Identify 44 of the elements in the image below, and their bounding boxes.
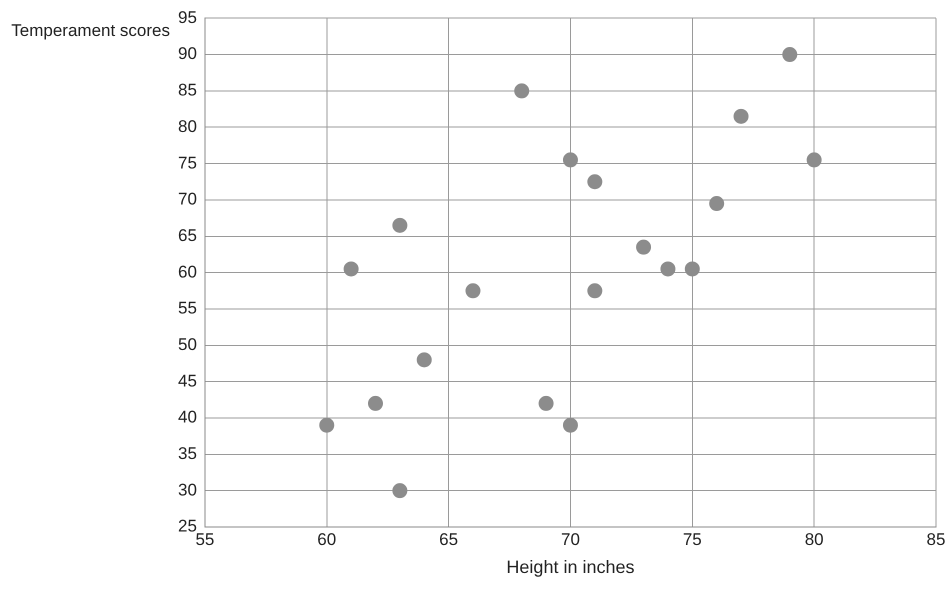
point (562, 418, 578, 433)
x-tick-label: 80 (804, 530, 824, 549)
point (806, 152, 822, 168)
y-tick-label: 55 (178, 298, 197, 318)
x-tick-label: 70 (560, 530, 580, 549)
y-tick-label: 30 (178, 480, 197, 500)
y-axis-title: Temperament scores (10, 20, 170, 42)
point (416, 352, 432, 368)
y-tick-label: 25 (178, 516, 197, 536)
y-tick-label: 85 (178, 80, 197, 100)
point (368, 396, 383, 411)
point (734, 108, 749, 124)
point (465, 283, 480, 298)
x-tick-label: 60 (317, 530, 336, 549)
x-axis-title: Height in inches (506, 557, 634, 578)
y-tick-label: 50 (178, 334, 197, 354)
point (392, 218, 408, 233)
y-tick-label: 40 (178, 408, 197, 427)
point (562, 152, 578, 168)
y-tick-label: 90 (178, 44, 197, 64)
y-tick-label: 60 (178, 262, 197, 282)
point (587, 283, 602, 298)
point (660, 261, 676, 276)
point (319, 418, 334, 433)
point (514, 83, 530, 98)
point (344, 261, 359, 276)
y-tick-label: 95 (178, 8, 197, 27)
point (684, 261, 700, 276)
y-tick-label: 75 (178, 153, 197, 172)
x-tick-label: 75 (682, 530, 702, 549)
point (587, 174, 602, 190)
y-tick-label: 70 (178, 190, 197, 209)
x-tick-label: 55 (195, 530, 214, 549)
point (782, 47, 798, 62)
y-tick-label: 80 (178, 116, 197, 136)
y-tick-label: 35 (178, 444, 197, 463)
point (709, 196, 724, 212)
point (636, 240, 652, 255)
y-tick-label: 65 (178, 226, 197, 245)
x-tick-label: 85 (926, 530, 946, 549)
point (392, 483, 408, 498)
point (538, 396, 554, 411)
y-tick-label: 45 (178, 371, 197, 390)
x-tick-label: 65 (439, 530, 458, 549)
